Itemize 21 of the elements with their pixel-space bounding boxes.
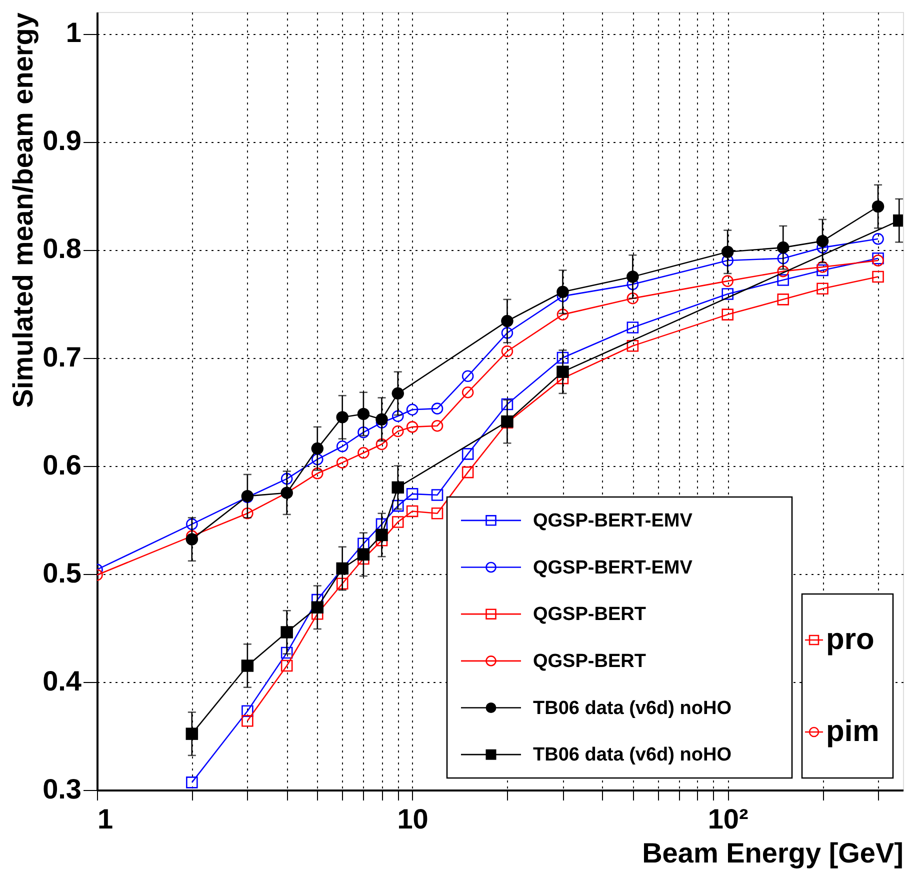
annotation: pro: [826, 623, 874, 656]
y-tick-label: 0.5: [42, 557, 82, 588]
legend-label: QGSP-BERT: [533, 650, 646, 672]
x-tick-label: 10: [397, 804, 428, 834]
x-tick-label: 1: [98, 804, 114, 834]
legend-label: TB06 data (v6d) noHO: [533, 698, 732, 719]
y-tick-label: 0.7: [42, 341, 82, 372]
legend-label: QGSP-BERT-EMV: [533, 510, 693, 532]
y-tick-label: 0.4: [42, 665, 82, 696]
y-tick-label: 0.6: [42, 449, 82, 480]
y-tick-label: 0.3: [42, 774, 82, 804]
x-tick-label: 10²: [708, 804, 748, 834]
y-axis-title: Simulated mean/beam energy: [8, 12, 39, 408]
legend-label: QGSP-BERT-EMV: [533, 557, 693, 578]
y-tick-label: 1: [66, 17, 82, 48]
y-tick-label: 0.8: [42, 233, 82, 264]
legend-label: TB06 data (v6d) noHO: [533, 744, 732, 766]
x-axis-title: Beam Energy [GeV]: [642, 838, 904, 868]
annotation: pim: [826, 715, 880, 748]
legend-label: QGSP-BERT: [533, 604, 646, 626]
y-tick-label: 0.9: [42, 125, 82, 156]
